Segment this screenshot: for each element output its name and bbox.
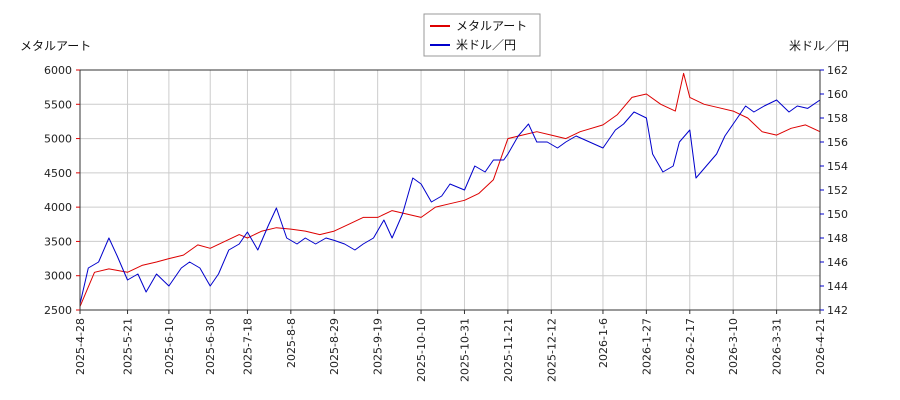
x-tick-label: 2025-6-10 [163, 318, 176, 375]
x-tick-label: 2026-3-10 [727, 318, 740, 375]
x-tick-label: 2025-7-18 [241, 318, 254, 375]
left-tick-label: 3500 [44, 235, 72, 248]
right-tick-label: 160 [827, 88, 848, 101]
right-axis-title: 米ドル／円 [789, 39, 849, 53]
series-line-usd-jpy [79, 99, 821, 305]
right-tick-label: 158 [827, 112, 848, 125]
x-tick-label: 2025-4-28 [74, 318, 87, 375]
left-axis-ticks: 2500 3000 3500 4000 4500 5000 5500 6000 [44, 64, 80, 317]
right-tick-label: 144 [827, 280, 848, 293]
x-tick-label: 2026-1-27 [640, 318, 653, 375]
left-axis-title: メタルアート [20, 39, 91, 53]
right-tick-label: 152 [827, 184, 848, 197]
x-tick-label: 2026-3-31 [771, 318, 784, 375]
x-tick-label: 2026-2-17 [684, 318, 697, 375]
x-tick-label: 2025-6-30 [204, 318, 217, 375]
left-tick-label: 4000 [44, 201, 72, 214]
x-tick-label: 2026-1-6 [597, 318, 610, 368]
series-line-metal-art [79, 72, 821, 307]
x-tick-label: 2026-4-21 [814, 318, 827, 375]
left-tick-label: 5500 [44, 98, 72, 111]
series-metal-art [79, 72, 821, 307]
x-tick-label: 2025-11-21 [502, 318, 515, 382]
right-tick-label: 146 [827, 256, 848, 269]
x-tick-label: 2025-10-31 [458, 318, 471, 382]
right-tick-label: 162 [827, 64, 848, 77]
x-tick-label: 2025-8-8 [285, 318, 298, 368]
right-tick-label: 156 [827, 136, 848, 149]
right-tick-label: 142 [827, 304, 848, 317]
left-tick-label: 4500 [44, 167, 72, 180]
legend-box [423, 13, 541, 57]
legend: メタルアート 米ドル／円 [423, 13, 541, 57]
left-tick-label: 6000 [44, 64, 72, 77]
legend-label-usd: 米ドル／円 [456, 38, 516, 52]
x-tick-label: 2025-8-29 [328, 318, 341, 375]
right-axis-ticks: 142 144 146 148 150 152 154 156 158 160 162 [820, 64, 848, 317]
x-tick-label: 2025-5-21 [122, 318, 135, 375]
x-tick-label: 2025-9-19 [372, 318, 385, 375]
grid [80, 70, 820, 310]
series-usd-jpy [79, 99, 821, 305]
right-tick-label: 150 [827, 208, 848, 221]
left-tick-label: 3000 [44, 270, 72, 283]
plot-frame [79, 69, 821, 311]
right-tick-label: 148 [827, 232, 848, 245]
x-axis-ticks: 2025-4-28 2025-5-21 2025-6-10 2025-6-30 2025… [74, 310, 827, 382]
x-tick-label: 2025-12-12 [545, 318, 558, 382]
legend-label-metal: メタルアート [456, 19, 527, 33]
right-tick-label: 154 [827, 160, 848, 173]
left-tick-label: 2500 [44, 304, 72, 317]
x-tick-label: 2025-10-10 [415, 318, 428, 382]
left-tick-label: 5000 [44, 133, 72, 146]
